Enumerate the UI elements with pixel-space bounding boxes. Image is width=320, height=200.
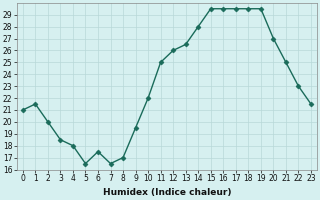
- X-axis label: Humidex (Indice chaleur): Humidex (Indice chaleur): [103, 188, 231, 197]
